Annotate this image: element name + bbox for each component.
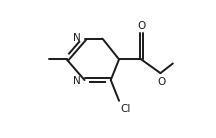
Text: O: O	[137, 21, 145, 31]
Text: Cl: Cl	[121, 104, 131, 113]
Text: N: N	[73, 76, 81, 86]
Text: N: N	[73, 33, 81, 43]
Text: O: O	[158, 77, 166, 87]
